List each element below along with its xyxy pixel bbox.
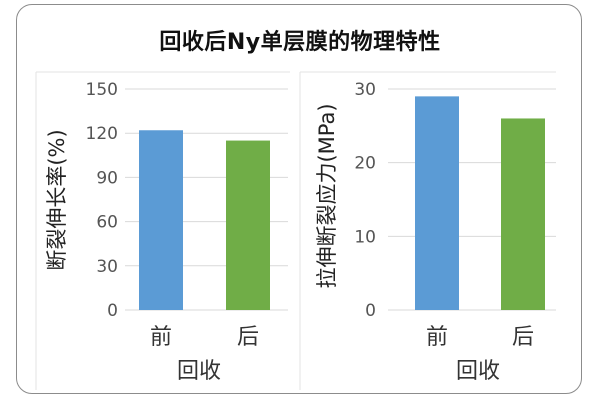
figure-title: 回收后Ny单层膜的物理特性: [159, 30, 441, 55]
figure-frame: [16, 4, 582, 394]
x-category-label: 前: [426, 325, 448, 350]
x-axis-label: 回收: [456, 359, 500, 384]
y-tick-label: 60: [96, 213, 118, 233]
x-axis-label: 回收: [177, 359, 221, 384]
bar-before: [139, 130, 183, 310]
y-tick-label: 30: [354, 80, 376, 100]
bar-after: [226, 140, 270, 310]
x-category-label: 前: [150, 325, 172, 350]
y-tick-label: 150: [86, 80, 118, 100]
x-category-label: 后: [512, 325, 534, 350]
y-tick-label: 0: [365, 301, 376, 321]
y-axis-label: 断裂伸长率(%): [45, 129, 69, 270]
y-tick-label: 10: [354, 227, 376, 247]
bar-before: [415, 96, 459, 310]
tensile-stress-chart: 0 10 20 30 前 后回收 拉伸断裂应力(MPa): [299, 71, 556, 390]
x-category-label: 后: [237, 325, 259, 350]
y-tick-label: 20: [354, 154, 376, 174]
y-tick-label: 90: [96, 168, 118, 188]
y-tick-label: 120: [86, 124, 118, 144]
y-axis-label: 拉伸断裂应力(MPa): [315, 103, 339, 288]
bar-after: [501, 118, 545, 310]
elongation-chart: 0 30 60 90 120 150 前 后回收 断裂伸长率(%): [35, 71, 290, 390]
y-tick-label: 30: [96, 257, 118, 277]
y-tick-label: 0: [107, 301, 118, 321]
